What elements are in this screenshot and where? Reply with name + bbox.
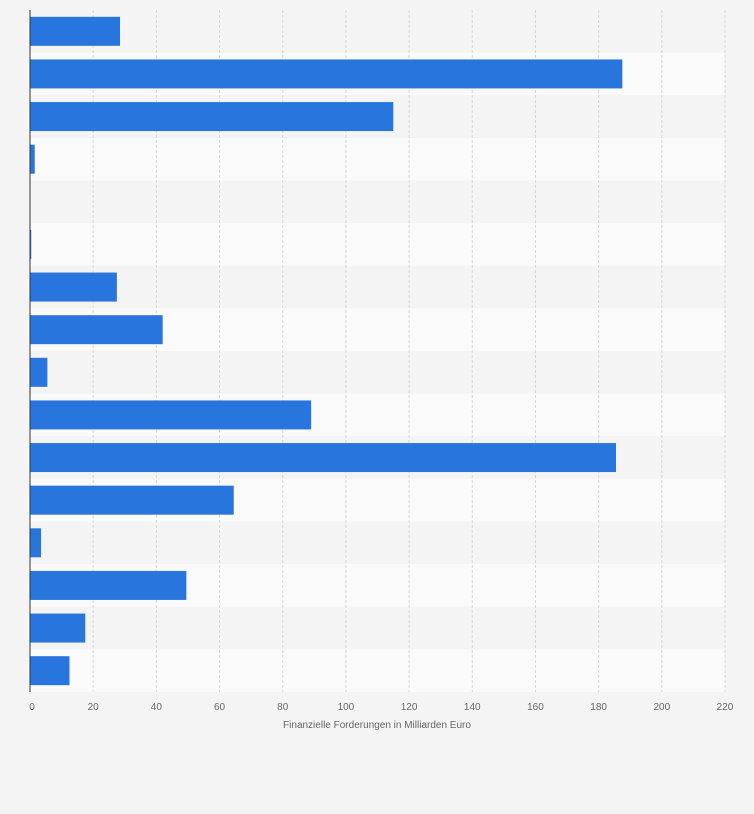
bar[interactable] [30, 16, 121, 46]
bar[interactable] [30, 613, 86, 643]
bar[interactable] [30, 528, 42, 558]
x-tick-label: 100 [338, 702, 355, 713]
bar[interactable] [30, 59, 623, 89]
row-band [30, 265, 725, 309]
bar[interactable] [30, 485, 234, 515]
x-tick-label: 20 [88, 702, 100, 713]
bars [30, 16, 623, 686]
x-tick-label: 60 [214, 702, 226, 713]
bar[interactable] [30, 400, 312, 430]
x-tick-label: 120 [401, 702, 418, 713]
row-band [30, 137, 725, 181]
x-tick-label: 160 [527, 702, 544, 713]
bar[interactable] [30, 315, 163, 345]
row-band [30, 649, 725, 692]
bar[interactable] [30, 570, 187, 600]
bar[interactable] [30, 102, 394, 132]
row-band [30, 10, 725, 53]
row-band [30, 351, 725, 394]
x-tick-label: 0 [29, 702, 35, 713]
bar[interactable] [30, 272, 117, 302]
x-tick-labels: 0 20 40 60 80 100 120 140 160 180 200 220 [29, 702, 734, 713]
x-tick-label: 40 [151, 702, 163, 713]
bar[interactable] [30, 357, 48, 387]
bar[interactable] [30, 443, 617, 473]
x-tick-label: 200 [653, 702, 670, 713]
row-band [30, 606, 725, 650]
bar[interactable] [30, 656, 70, 686]
gridlines [92, 10, 726, 692]
row-band [30, 180, 725, 224]
x-tick-label: 180 [590, 702, 607, 713]
x-tick-label: 140 [464, 702, 481, 713]
row-band [30, 223, 725, 266]
bar[interactable] [30, 229, 32, 259]
bar[interactable] [30, 144, 35, 174]
x-tick-label: 80 [277, 702, 289, 713]
x-axis-label: Finanzielle Forderungen in Milliarden Eu… [283, 720, 471, 731]
x-tick-label: 220 [717, 702, 734, 713]
row-band [30, 521, 725, 565]
